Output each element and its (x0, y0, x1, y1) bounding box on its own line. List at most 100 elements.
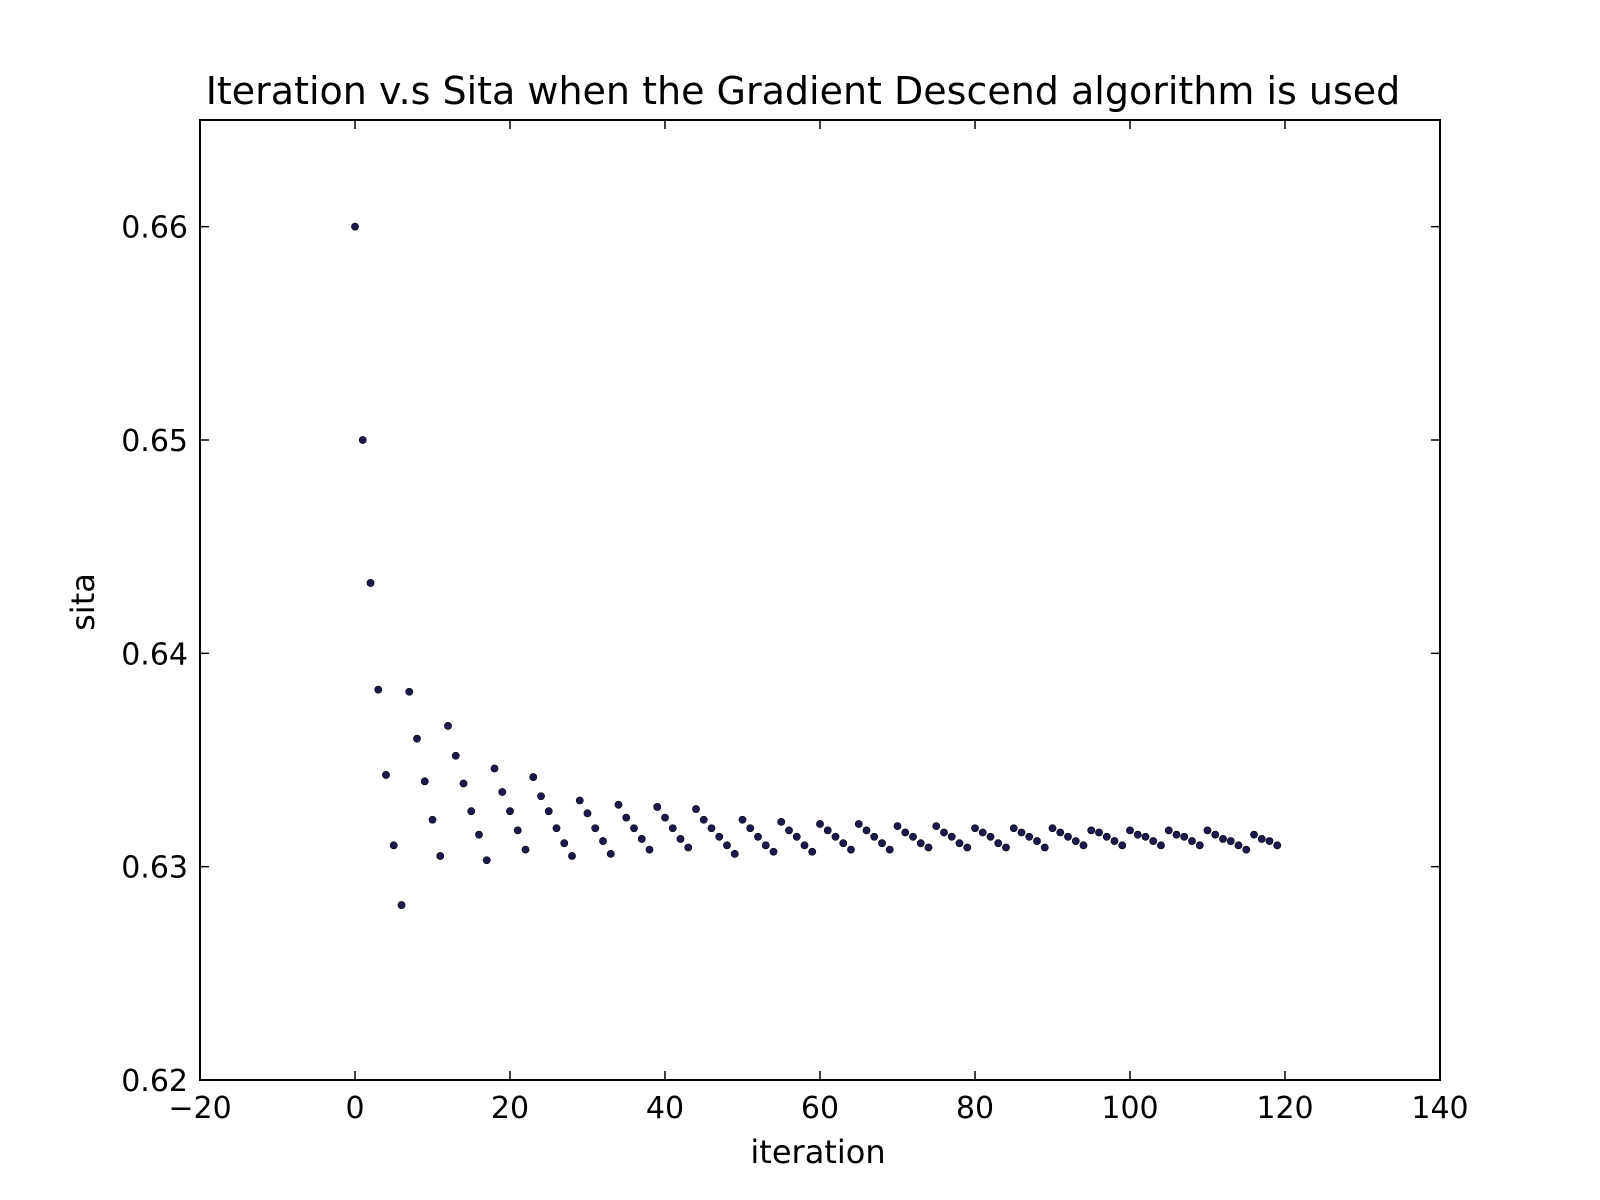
data-point (870, 832, 879, 841)
data-point (847, 845, 855, 854)
data-point (498, 788, 507, 796)
x-tick-label: 0 (345, 1091, 364, 1126)
data-point (924, 843, 933, 852)
x-tick-label: −20 (168, 1091, 231, 1126)
data-point (1002, 843, 1010, 852)
data-point (444, 721, 452, 730)
data-point (506, 807, 514, 816)
data-point (413, 734, 421, 743)
data-point (668, 824, 677, 833)
data-point (1188, 837, 1196, 845)
x-tick-label: 120 (1256, 1091, 1313, 1126)
data-point (1017, 828, 1026, 837)
chart-title: Iteration v.s Sita when the Gradient Des… (206, 69, 1401, 113)
data-point (1203, 826, 1212, 835)
data-point (1102, 832, 1111, 841)
data-point (823, 826, 832, 835)
y-tick-label: 0.66 (121, 211, 188, 246)
data-point (1040, 843, 1049, 852)
data-point (738, 815, 747, 824)
x-axis-label: iteration (750, 1133, 885, 1171)
data-point (916, 839, 925, 848)
y-axis-label: sita (64, 573, 102, 631)
data-point (808, 847, 817, 856)
plot-area-frame (199, 119, 1441, 1081)
y-axis: 0.62 0.63 0.64 0.65 0.66 (121, 211, 1440, 1099)
data-point (676, 835, 685, 843)
data-point (1079, 841, 1088, 850)
data-point (901, 828, 910, 837)
data-point (777, 817, 786, 826)
data-point (1033, 837, 1041, 845)
data-point (769, 847, 778, 856)
data-point (482, 856, 491, 865)
data-point (792, 832, 801, 841)
data-point (490, 764, 499, 773)
data-point (1064, 832, 1072, 841)
data-point (397, 901, 406, 909)
data-point (1250, 830, 1258, 839)
x-axis: −20 0 20 40 60 80 100 120 140 (168, 120, 1469, 1126)
data-point (978, 828, 987, 837)
data-point (1149, 837, 1158, 845)
data-point (1048, 824, 1057, 833)
data-point (451, 751, 460, 760)
data-point (831, 832, 840, 841)
data-point (785, 826, 793, 835)
data-point (1087, 826, 1096, 835)
data-point (878, 839, 886, 848)
data-point (521, 845, 530, 854)
data-point (754, 832, 762, 841)
data-point (761, 841, 770, 850)
data-point (1009, 824, 1018, 833)
data-point (932, 822, 941, 831)
data-point (366, 579, 375, 587)
data-point (513, 826, 522, 835)
data-point (854, 820, 863, 828)
y-tick-label: 0.62 (121, 1064, 188, 1099)
data-point (653, 803, 662, 811)
data-point (475, 830, 483, 839)
data-point (723, 841, 731, 850)
y-tick-label: 0.63 (121, 851, 188, 886)
data-point (1273, 841, 1282, 850)
data-point (583, 809, 592, 818)
y-tick-label: 0.64 (121, 637, 188, 672)
data-point (1095, 828, 1103, 837)
data-point (707, 824, 716, 833)
data-point (382, 771, 390, 779)
data-point (637, 835, 646, 843)
data-point (622, 813, 631, 822)
data-point (537, 792, 545, 801)
data-point (568, 852, 576, 860)
data-point (893, 822, 902, 831)
x-tick-label: 100 (1101, 1091, 1158, 1126)
data-point (1195, 841, 1204, 850)
data-point (420, 777, 429, 786)
data-point (955, 839, 964, 848)
data-point (1025, 832, 1034, 841)
data-point (1133, 830, 1142, 839)
data-point (1172, 830, 1181, 839)
data-point (947, 832, 956, 841)
y-tick-label: 0.65 (121, 424, 188, 459)
data-point (885, 845, 894, 854)
data-point (645, 845, 654, 854)
data-point (358, 436, 367, 444)
x-tick-label: 60 (801, 1091, 839, 1126)
data-point (1157, 841, 1165, 850)
data-point (986, 832, 995, 841)
data-point (1234, 841, 1243, 850)
data-point (374, 685, 383, 694)
data-point (1242, 845, 1251, 854)
data-point (606, 849, 615, 858)
data-point (591, 824, 600, 833)
data-point (1219, 835, 1227, 843)
data-point (963, 843, 972, 852)
data-point (800, 841, 809, 850)
data-point (405, 687, 414, 696)
data-point (1141, 832, 1150, 841)
data-point (839, 839, 848, 848)
data-point (459, 779, 468, 788)
